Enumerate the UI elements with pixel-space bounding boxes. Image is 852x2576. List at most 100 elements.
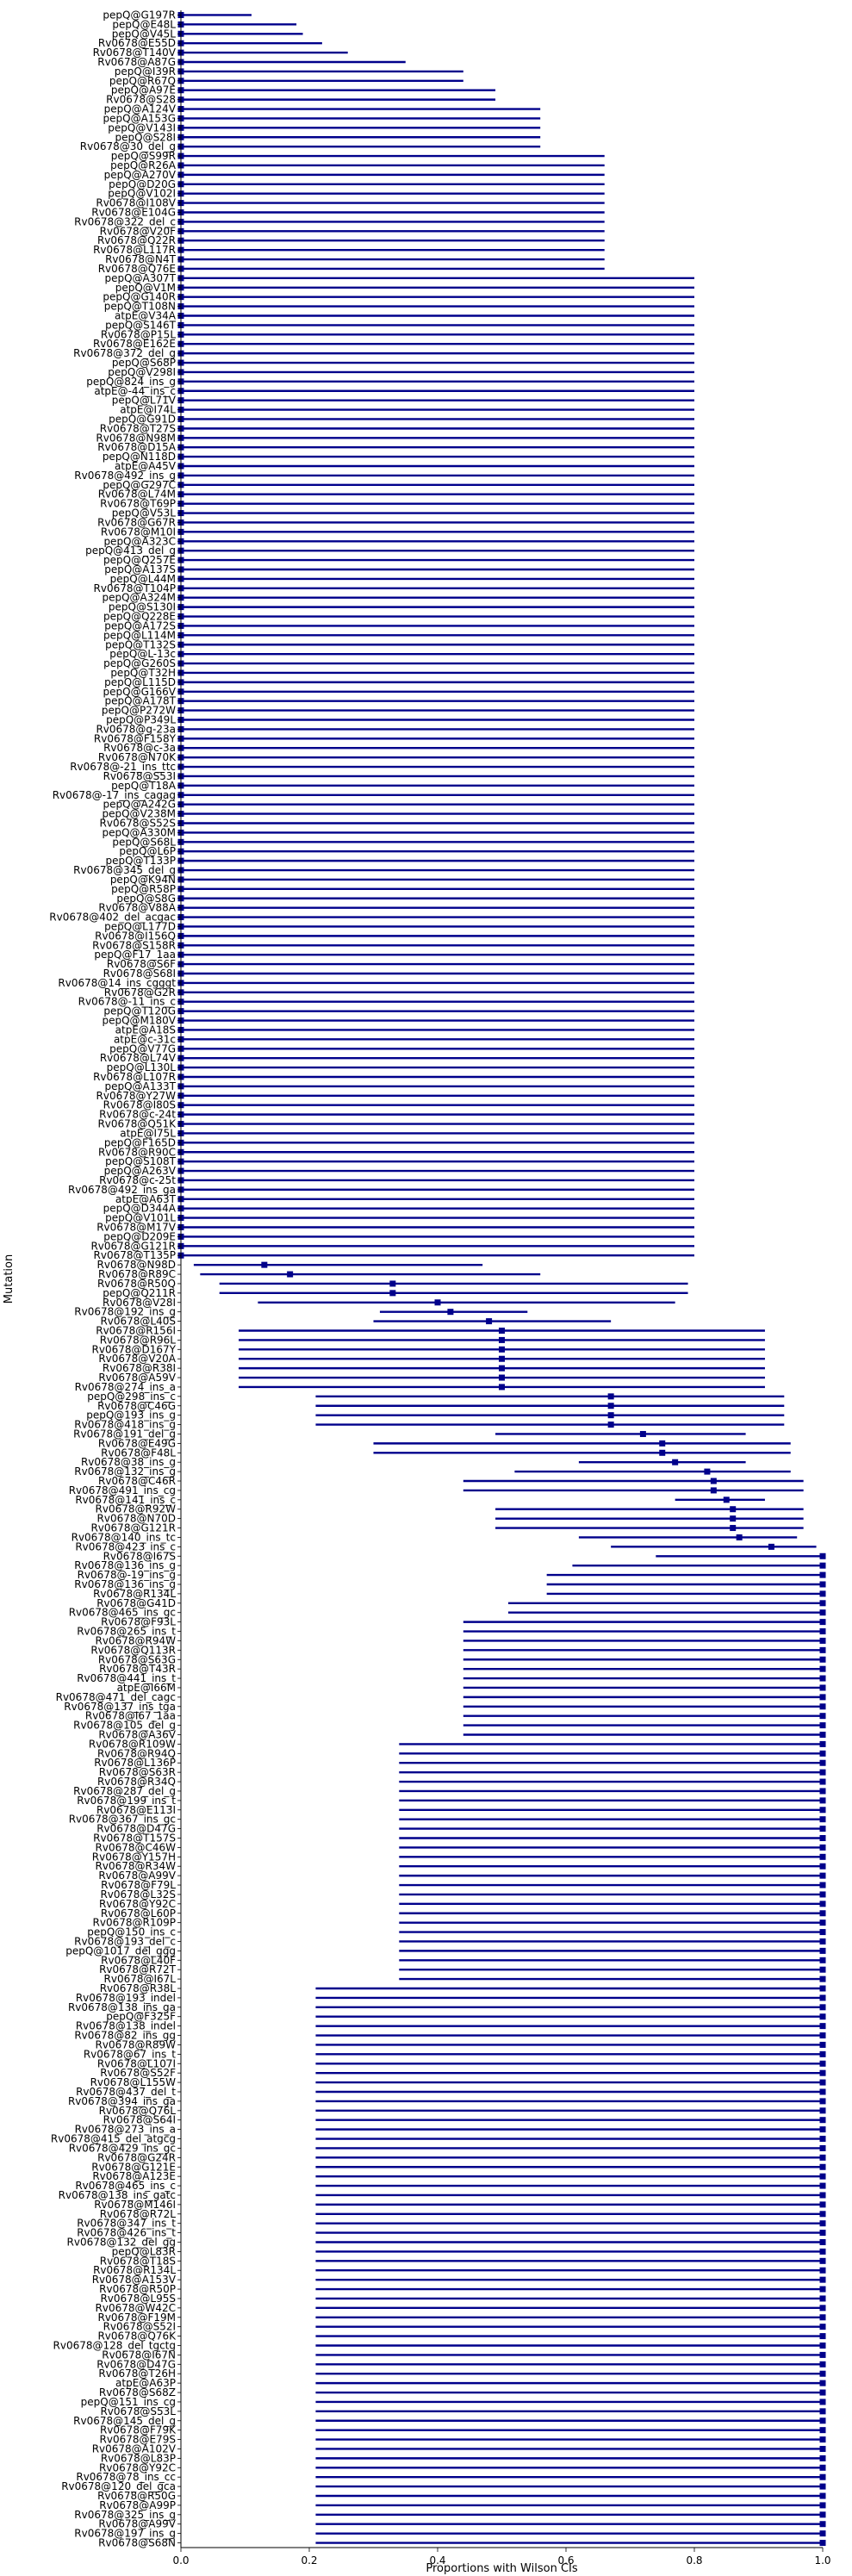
point-estimate [607,1393,614,1400]
y-tick-label: Rv0678@Q76K [97,2330,177,2343]
y-tick-label: Rv0678@E55D [98,37,176,49]
point-estimate [607,1412,614,1419]
y-tick-label: Rv0678@R34W [96,1860,177,1872]
y-tick-label: Rv0678@I156Q [95,930,176,942]
point-estimate [819,2248,826,2255]
y-tick-label: atpE@A63T [115,1193,177,1205]
point-estimate [819,1778,826,1785]
y-tick-label: Rv0678@G67R [97,516,176,528]
y-tick-label: Rv0678@R94W [96,1634,177,1646]
point-estimate [819,2276,826,2283]
y-tick-label: Rv0678@136_ins_g [74,1578,176,1590]
point-estimate [499,1384,505,1391]
confidence-intervals [181,14,823,2544]
y-tick-label: pepQ@T18A [111,780,177,792]
y-tick-label: Rv0678@R134L [93,2264,176,2276]
point-estimate [287,1271,294,1278]
y-tick-label: Rv0678@Y92C [99,1898,176,1910]
point-estimate [819,1910,826,1917]
y-tick-label: pepQ@I39R [115,65,176,78]
point-estimate [819,1609,826,1616]
point-estimate [659,1449,666,1456]
y-tick-label: Rv0678@137_ins_tga [64,1701,176,1713]
y-tick-label: pepQ@S68L [112,836,176,848]
y-tick-label: Rv0678@105_del_g [73,1720,176,1732]
y-tick-label: Rv0678@F19M [97,2312,176,2324]
y-tick-label: Rv0678@T140V [93,47,177,59]
point-estimate [819,1694,826,1701]
point-estimate [434,1299,441,1306]
y-tick-label: Rv0678@I108V [96,197,176,209]
point-estimate [389,1290,396,1297]
point-estimate [819,2079,826,2086]
point-estimate [819,2220,826,2227]
y-tick-label: pepQ@T32H [110,667,176,679]
point-estimate [819,1759,826,1766]
y-tick-label: Rv0678@-17_ins_cagag [53,789,176,801]
y-tick-label: Rv0678@F48L [101,1447,176,1459]
point-estimate [819,1807,826,1814]
y-tick-label: pepQ@Q228E [103,611,176,623]
y-tick-label: pepQ@L115D [104,676,176,688]
point-estimate [819,2473,826,2480]
y-tick-label: Rv0678@G41D [96,1597,176,1609]
y-tick-label: pepQ@F325F [106,2011,176,2023]
y-tick-label: pepQ@Q257E [103,554,176,566]
y-tick-label: Rv0678@L32S [100,1888,176,1901]
point-estimate [723,1496,730,1503]
y-tick-label: Rv0678@L74M [98,488,176,501]
point-estimate [819,2455,826,2461]
point-estimate [819,2333,826,2340]
point-estimate [819,1966,826,1973]
y-tick-label: atpE@-44_ins_c [94,385,176,397]
y-tick-label: Rv0678@492_ins_ga [68,1184,176,1196]
y-tick-label: Rv0678@145_del_g [73,2415,176,2427]
y-tick-label: Rv0678@V28I [103,1297,176,1309]
y-tick-label: pepQ@L83R [112,2245,176,2257]
y-tick-label: Rv0678@G121R [90,1522,176,1534]
point-estimate [672,1459,679,1465]
y-tick-label: pepQ@G197R [103,9,176,21]
y-tick-label: Rv0678@A36V [98,1729,176,1741]
y-tick-label: Rv0678@L83P [101,2452,176,2464]
y-tick-label: pepQ@A323C [103,535,176,547]
y-tick-label: Rv0678@V20A [98,1353,176,1365]
point-estimate [819,2361,826,2368]
point-estimate [819,2267,826,2274]
y-tick-label: Rv0678@426_ins_t [77,2227,176,2239]
y-tick-label: Rv0678@274_ins_a [75,1381,176,1393]
y-tick-label: pepQ@G297C [103,479,176,491]
y-tick-label: Rv0678@197_ins_g [74,2528,176,2540]
y-tick-label: Rv0678@S63G [98,1653,176,1665]
y-tick-label: pepQ@S130I [109,601,176,613]
y-tick-label: pepQ@A178T [104,695,176,707]
y-tick-label: pepQ@150_ins_c [87,1926,176,1938]
y-tick-label: Rv0678@T43R [99,1663,176,1675]
y-tick-label: Rv0678@141_ins_c [75,1494,176,1506]
y-tick-label: pepQ@413_del_g [85,544,176,557]
y-tick-label: Rv0678@402_del_acgac [49,912,176,924]
point-estimate [819,2389,826,2396]
y-tick-label: Rv0678@Y27W [96,1090,177,1102]
y-tick-label: Rv0678@138_ins_ga [68,2001,176,2013]
y-tick-label: Rv0678@S64I [103,2114,176,2126]
point-estimate [819,1722,826,1729]
y-tick-label: Rv0678@L107R [93,1071,176,1083]
point-estimate [819,1562,826,1569]
y-tick-label: Rv0678@L107I [97,2057,176,2069]
y-tick-label: Rv0678@E49G [98,1437,176,1449]
y-tick-label: Rv0678@G2R [104,986,176,999]
point-estimate [819,2305,826,2312]
y-tick-label: Rv0678@G121R [90,1240,176,1252]
point-estimate [607,1403,614,1409]
point-estimate [499,1374,505,1381]
y-tick-label: Rv0678@325_ins_g [74,2509,176,2521]
y-tick-label: atpE@c-31c [114,1033,176,1045]
y-tick-label: Rv0678@138_ins_gatc [59,2189,176,2201]
y-tick-label: Rv0678@191_del_g [73,1428,176,1440]
y-tick-label: Rv0678@G121E [91,2161,176,2173]
point-estimate [819,2257,826,2264]
point-estimate [819,2417,826,2424]
point-estimate [819,2201,826,2208]
